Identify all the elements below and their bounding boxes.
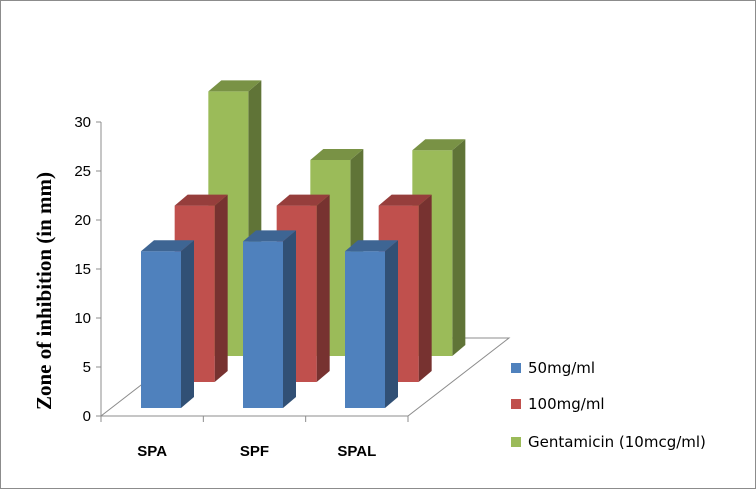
bar-top xyxy=(174,194,228,206)
x-axis-categories: SPA SPF SPAL xyxy=(100,416,409,460)
y-axis: 0 5 10 15 20 25 30 xyxy=(74,114,102,425)
bar-side xyxy=(418,194,432,382)
legend-label: Gentamicin (10mcg/ml) xyxy=(528,433,706,451)
bar-side xyxy=(385,240,398,408)
x-category-label: SPA xyxy=(137,443,167,460)
bar-top xyxy=(378,194,432,206)
y-axis-title: Zone of inhibition (in mm) xyxy=(32,172,56,410)
bar xyxy=(345,240,398,408)
legend-item: 100mg/ml xyxy=(511,395,605,413)
y-tick-label: 20 xyxy=(74,212,91,229)
bar xyxy=(141,240,194,408)
legend-item: Gentamicin (10mcg/ml) xyxy=(511,433,706,451)
y-tick-label: 30 xyxy=(74,114,91,131)
bar-side xyxy=(283,230,296,408)
legend-label: 50mg/ml xyxy=(528,359,595,377)
bar-front xyxy=(345,251,385,408)
bar-front xyxy=(243,241,283,408)
bar-top xyxy=(345,240,398,252)
y-tick-label: 10 xyxy=(74,310,91,327)
bar xyxy=(243,230,296,408)
x-category-label: SPF xyxy=(240,443,269,460)
legend-item: 50mg/ml xyxy=(511,359,595,377)
y-tick-label: 5 xyxy=(83,359,91,376)
bar-side xyxy=(452,139,466,356)
bar-top xyxy=(243,230,296,242)
bar-top xyxy=(276,194,330,206)
bar-side xyxy=(316,194,330,382)
bar-front xyxy=(141,251,181,408)
bar-top xyxy=(310,149,364,160)
bar-side xyxy=(214,194,228,382)
legend: 50mg/ml 100mg/ml Gentamicin (10mcg/ml) xyxy=(511,359,706,451)
bar-top xyxy=(141,240,194,252)
legend-swatch xyxy=(511,437,521,447)
y-tick-label: 15 xyxy=(74,261,91,278)
bar xyxy=(412,139,466,356)
bar-side xyxy=(181,240,194,408)
bars xyxy=(141,80,466,408)
legend-swatch xyxy=(511,363,521,373)
legend-label: 100mg/ml xyxy=(528,395,605,413)
bar-top xyxy=(412,139,466,151)
bar-top xyxy=(208,80,262,92)
y-tick-label: 25 xyxy=(74,163,91,180)
y-tick-label: 0 xyxy=(83,408,91,425)
x-category-label: SPAL xyxy=(337,443,376,460)
legend-swatch xyxy=(511,399,521,409)
